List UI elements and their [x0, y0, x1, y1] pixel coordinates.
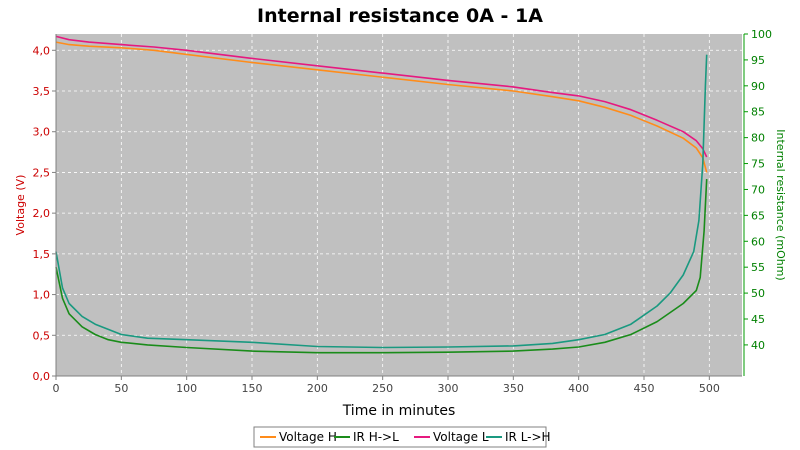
x-tick-label: 500 — [699, 382, 720, 395]
y-right-tick-label: 70 — [751, 183, 765, 196]
legend-label: IR L->H — [505, 430, 551, 444]
series-line-voltage-h — [55, 41, 708, 173]
plot-area — [56, 34, 742, 376]
y-right-tick-label: 100 — [751, 28, 772, 41]
y-left-tick-label: 0,0 — [33, 370, 51, 383]
y-right-tick-label: 45 — [751, 313, 765, 326]
y-left-tick-label: 3,0 — [33, 126, 51, 139]
x-tick-label: 300 — [438, 382, 459, 395]
x-tick-label: 0 — [53, 382, 60, 395]
y-left-tick-label: 1,0 — [33, 289, 51, 302]
y-right-axis-label: Internal resistance (mOhm) — [774, 129, 787, 280]
legend: Voltage H IR H->L Voltage L IR L->H — [253, 426, 551, 448]
y-right-ticks: 40 45 50 55 60 65 70 75 80 85 90 95 100 — [744, 28, 772, 352]
x-tick-label: 450 — [634, 382, 655, 395]
x-axis-label: Time in minutes — [342, 403, 456, 419]
series-line-voltage-l — [55, 35, 708, 158]
x-tick-label: 350 — [503, 382, 524, 395]
x-tick-label: 200 — [307, 382, 328, 395]
legend-label: Voltage H — [279, 430, 337, 444]
y-right-tick-label: 90 — [751, 80, 765, 93]
series-line-ir-l-h — [55, 54, 708, 349]
legend-label: IR H->L — [353, 430, 399, 444]
y-right-tick-label: 75 — [751, 158, 765, 171]
y-right-tick-label: 85 — [751, 106, 765, 119]
x-tick-label: 150 — [242, 382, 263, 395]
x-tick-label: 250 — [372, 382, 393, 395]
y-right-tick-label: 50 — [751, 287, 765, 300]
y-left-ticks: 0,0 0,5 1,0 1,5 2,0 2,5 3,0 3,5 4,0 — [33, 44, 56, 383]
y-left-tick-label: 2,5 — [33, 166, 51, 179]
y-left-tick-label: 2,0 — [33, 207, 51, 220]
series-layer — [55, 35, 708, 354]
y-right-tick-label: 60 — [751, 235, 765, 248]
y-left-axis-label: Voltage (V) — [14, 175, 27, 236]
legend-label: Voltage L — [433, 430, 489, 444]
y-right-tick-label: 95 — [751, 54, 765, 67]
y-left-tick-label: 1,5 — [33, 248, 51, 261]
y-left-tick-label: 4,0 — [33, 44, 51, 57]
y-right-tick-label: 80 — [751, 132, 765, 145]
y-left-tick-label: 0,5 — [33, 329, 51, 342]
x-tick-label: 400 — [568, 382, 589, 395]
series-line-ir-h-l — [55, 179, 708, 354]
x-tick-label: 50 — [114, 382, 128, 395]
x-tick-label: 100 — [176, 382, 197, 395]
y-left-tick-label: 3,5 — [33, 85, 51, 98]
legend-box — [253, 426, 547, 448]
y-right-tick-label: 55 — [751, 261, 765, 274]
x-ticks: 0 50 100 150 200 250 300 350 400 450 500 — [53, 376, 720, 395]
y-right-tick-label: 40 — [751, 339, 765, 352]
y-right-tick-label: 65 — [751, 209, 765, 222]
chart-title: Internal resistance 0A - 1A — [257, 5, 543, 27]
